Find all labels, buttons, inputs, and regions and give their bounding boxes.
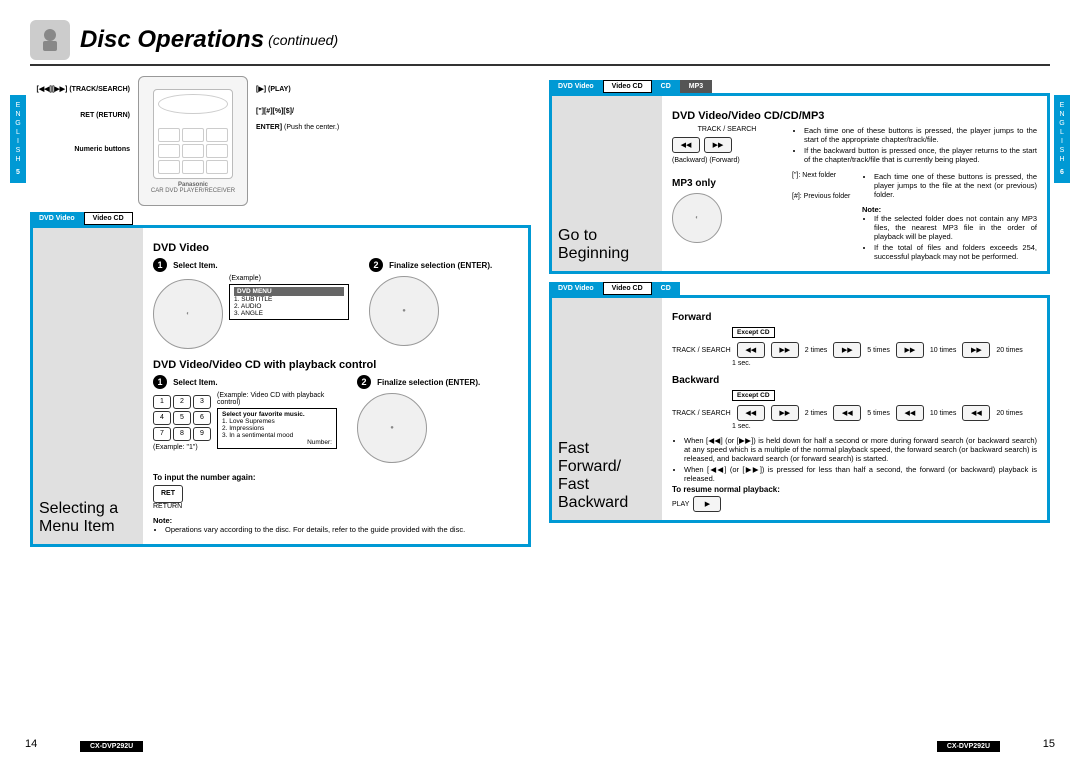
panel-ff-body: Forward Except CD TRACK / SEARCH ◀◀▶▶ 2 … bbox=[662, 298, 1047, 520]
header-title: Disc Operations bbox=[80, 26, 264, 54]
remote-right-labels: [▶] (PLAY) ["][#][%][$]/ ENTER] (Push th… bbox=[256, 76, 406, 136]
sub-dvd-vcd-pbc: DVD Video/Video CD with playback control bbox=[153, 359, 518, 371]
backward-speeds: TRACK / SEARCH ◀◀▶▶ 2 times ◀◀ 5 times ◀… bbox=[672, 405, 1037, 421]
panel-ff: Fast Forward/ Fast Backward Forward Exce… bbox=[549, 295, 1050, 523]
panel-selecting: Selecting a Menu Item DVD Video 1 Select… bbox=[30, 225, 531, 547]
side-tab-right: ENGLISH 6 bbox=[1054, 95, 1070, 183]
remote-image: Panasonic CAR DVD PLAYER/RECEIVER bbox=[138, 76, 248, 206]
joystick-press-icon: ● bbox=[369, 276, 439, 346]
panel-ff-side: Fast Forward/ Fast Backward bbox=[552, 298, 662, 520]
tabs-selecting: DVD Video Video CD bbox=[30, 212, 531, 225]
step-1-icon: 1 bbox=[153, 258, 167, 272]
page-num-left: 14 bbox=[25, 738, 37, 750]
side-tab-left: ENGLISH 5 bbox=[10, 95, 26, 183]
panel-goto-body: DVD Video/Video CD/CD/MP3 TRACK / SEARCH… bbox=[662, 96, 1047, 271]
page-num-right: 15 bbox=[1043, 738, 1055, 750]
right-column: DVD Video Video CD CD MP3 Go to Beginnin… bbox=[549, 76, 1050, 555]
play-button-icon: ▶ bbox=[693, 496, 721, 512]
dvd-menu-screen: DVD MENU 1. SUBTITLE 2. AUDIO 3. ANGLE bbox=[229, 284, 349, 320]
forward-speeds: TRACK / SEARCH ◀◀▶▶ 2 times ▶▶ 5 times ▶… bbox=[672, 342, 1037, 358]
step-2-icon: 2 bbox=[369, 258, 383, 272]
remote-left-labels: [◀◀][▶▶] (TRACK/SEARCH) RET (RETURN) Num… bbox=[30, 76, 130, 158]
left-column: [◀◀][▶▶] (TRACK/SEARCH) RET (RETURN) Num… bbox=[30, 76, 531, 555]
tabs-ff: DVD Video Video CD CD bbox=[549, 282, 1050, 295]
panel-goto: Go to Beginning DVD Video/Video CD/CD/MP… bbox=[549, 93, 1050, 274]
joystick-icon: ◐ bbox=[153, 279, 223, 349]
panel-selecting-body: DVD Video 1 Select Item. ◐ (Example) DVD… bbox=[143, 228, 528, 544]
panel-selecting-title: Selecting a Menu Item bbox=[39, 500, 137, 536]
tab-dvd-video: DVD Video bbox=[30, 212, 84, 225]
header-subtitle: (continued) bbox=[268, 32, 338, 48]
remote-diagram: [◀◀][▶▶] (TRACK/SEARCH) RET (RETURN) Num… bbox=[30, 76, 531, 206]
joystick-press-icon-2: ● bbox=[357, 393, 427, 463]
vcd-menu-screen: Select your favorite music. 1. Love Supr… bbox=[217, 408, 337, 449]
ret-button: RET bbox=[153, 485, 183, 503]
manual-page: Disc Operations (continued) ENGLISH 5 EN… bbox=[0, 0, 1080, 762]
model-badge-left: CX-DVP292U bbox=[80, 741, 143, 752]
page-header: Disc Operations (continued) bbox=[30, 20, 1050, 66]
header-icon bbox=[30, 20, 70, 60]
mp3-joystick: ◐ bbox=[672, 193, 722, 243]
track-buttons: ◀◀▶▶ bbox=[672, 137, 782, 153]
tab-video-cd: Video CD bbox=[84, 212, 133, 225]
panel-goto-side: Go to Beginning bbox=[552, 96, 662, 271]
panel-selecting-side: Selecting a Menu Item bbox=[33, 228, 143, 544]
sub-dvd-video: DVD Video bbox=[153, 242, 518, 254]
numeric-keypad: 123456789 bbox=[153, 395, 211, 441]
model-badge-right: CX-DVP292U bbox=[937, 741, 1000, 752]
content-columns: [◀◀][▶▶] (TRACK/SEARCH) RET (RETURN) Num… bbox=[30, 76, 1050, 555]
tabs-goto: DVD Video Video CD CD MP3 bbox=[549, 80, 1050, 93]
